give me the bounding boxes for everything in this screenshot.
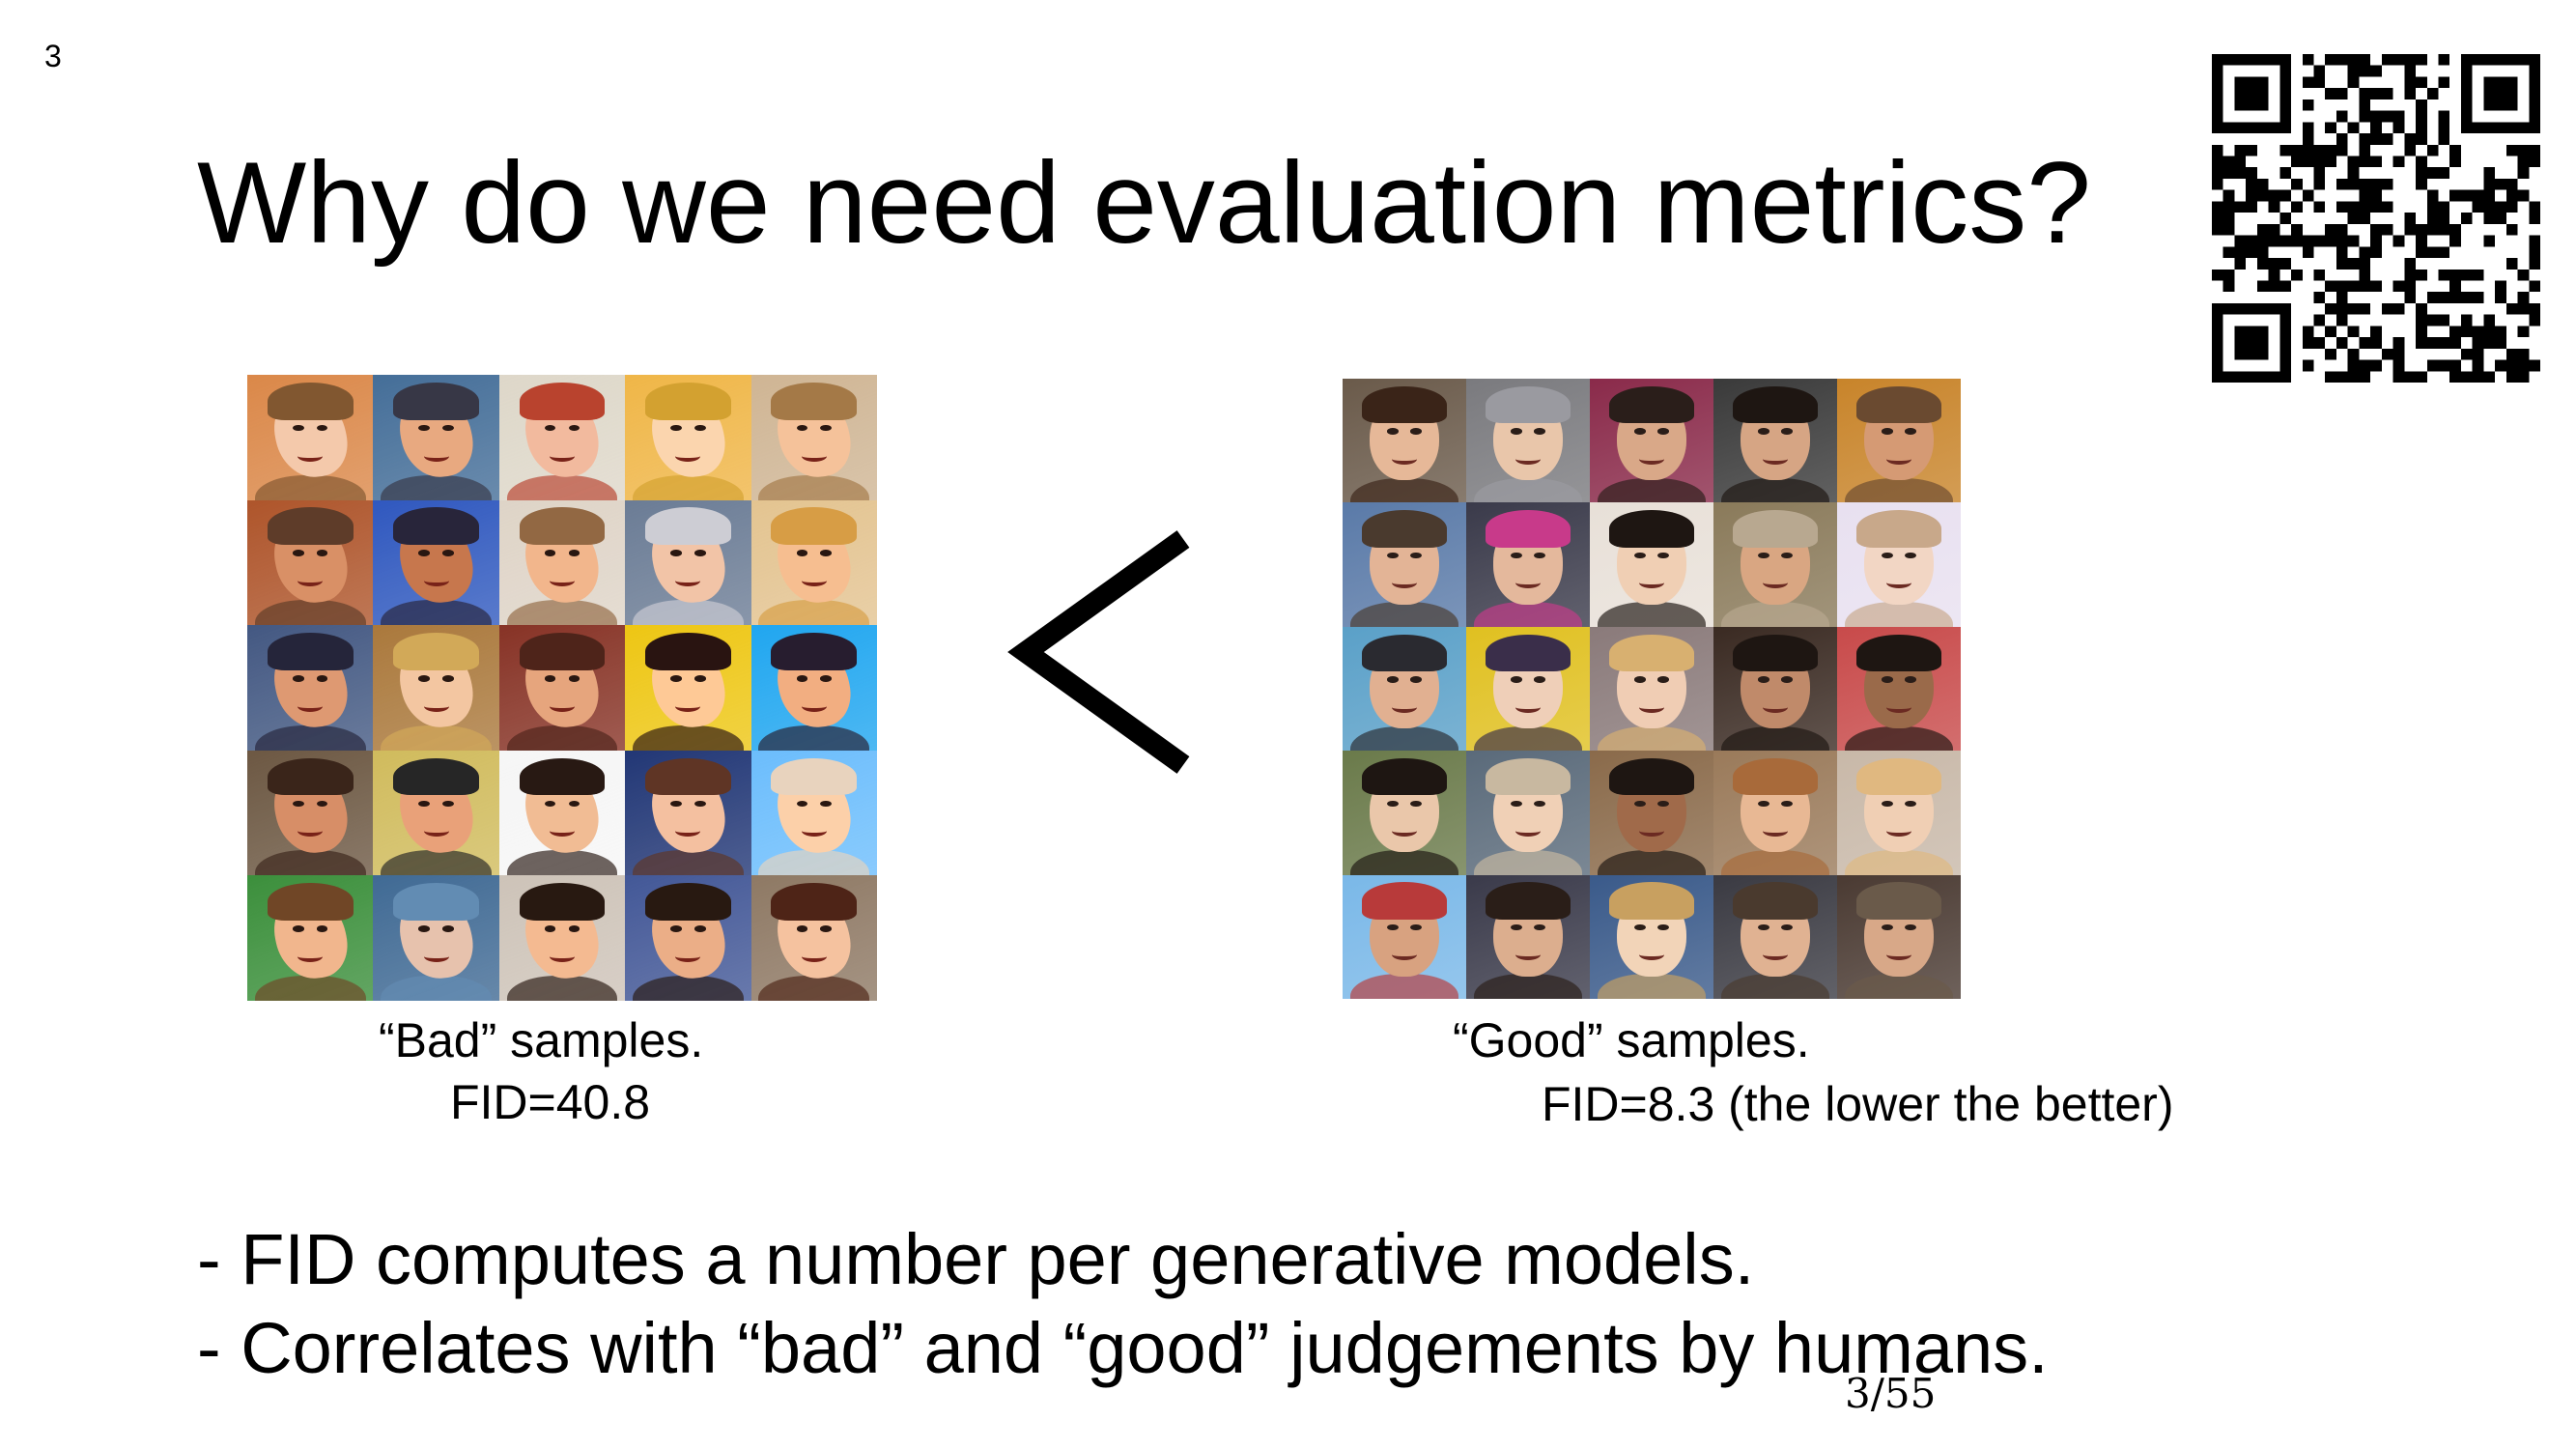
good-face-thumbnail	[1837, 502, 1961, 627]
good-face-thumbnail	[1343, 379, 1466, 503]
good-face-thumbnail	[1713, 751, 1837, 875]
good-face-thumbnail	[1343, 874, 1466, 999]
good-face-thumbnail	[1466, 379, 1590, 503]
good-face-thumbnail	[1590, 502, 1713, 627]
bad-face-thumbnail	[247, 750, 374, 876]
slide-number: 3	[44, 39, 62, 73]
bad-face-thumbnail	[498, 625, 626, 751]
good-face-thumbnail	[1343, 626, 1466, 752]
good-samples-grid	[1343, 379, 1961, 999]
good-face-thumbnail	[1343, 751, 1466, 875]
good-face-thumbnail	[1466, 626, 1590, 752]
less-than-symbol	[1005, 522, 1198, 782]
bad-samples-fid: FID=40.8	[450, 1075, 651, 1129]
bad-face-thumbnail	[750, 375, 877, 500]
bad-face-thumbnail	[373, 750, 499, 876]
bad-face-thumbnail	[625, 750, 751, 876]
good-face-thumbnail	[1590, 751, 1713, 875]
good-face-thumbnail	[1713, 874, 1837, 999]
good-face-thumbnail	[1837, 874, 1961, 999]
good-face-thumbnail	[1837, 379, 1961, 503]
bad-face-thumbnail	[247, 375, 374, 500]
bad-face-thumbnail	[750, 499, 877, 626]
good-face-thumbnail	[1837, 751, 1961, 875]
bad-face-thumbnail	[498, 499, 626, 626]
good-face-thumbnail	[1713, 502, 1837, 627]
good-face-thumbnail	[1466, 502, 1590, 627]
good-face-thumbnail	[1343, 502, 1466, 627]
bad-face-thumbnail	[247, 499, 374, 626]
bad-samples-grid	[247, 375, 877, 1001]
page-title: Why do we need evaluation metrics?	[197, 138, 2092, 268]
bullet-item: - Correlates with “bad” and “good” judge…	[197, 1308, 2049, 1388]
good-face-thumbnail	[1713, 379, 1837, 503]
bad-face-thumbnail	[247, 875, 374, 1001]
bad-face-thumbnail	[373, 625, 499, 751]
bad-face-thumbnail	[750, 625, 877, 751]
good-face-thumbnail	[1713, 626, 1837, 752]
good-face-thumbnail	[1837, 626, 1961, 752]
good-face-thumbnail	[1466, 874, 1590, 999]
bad-face-thumbnail	[625, 625, 751, 751]
page-counter: 3/55	[1845, 1370, 1937, 1417]
bullet-list: - FID computes a number per generative m…	[197, 1215, 2049, 1393]
bad-face-thumbnail	[498, 375, 626, 500]
bad-face-thumbnail	[373, 499, 499, 626]
good-face-thumbnail	[1590, 379, 1713, 503]
bad-samples-caption: “Bad” samples.	[379, 1013, 704, 1067]
bad-face-thumbnail	[247, 625, 374, 751]
bad-face-thumbnail	[498, 750, 626, 876]
good-face-thumbnail	[1590, 874, 1713, 999]
bad-face-thumbnail	[750, 875, 877, 1001]
good-face-thumbnail	[1590, 626, 1713, 752]
bad-face-thumbnail	[625, 875, 751, 1001]
bad-face-thumbnail	[498, 875, 626, 1001]
bad-face-thumbnail	[625, 375, 751, 500]
bad-face-thumbnail	[373, 375, 499, 500]
good-face-thumbnail	[1466, 751, 1590, 875]
good-samples-fid: FID=8.3 (the lower the better)	[1542, 1077, 2174, 1131]
bad-face-thumbnail	[750, 750, 877, 876]
bullet-item: - FID computes a number per generative m…	[197, 1219, 1755, 1299]
qr-code-icon	[2212, 54, 2540, 383]
bad-face-thumbnail	[373, 875, 499, 1001]
bad-face-thumbnail	[625, 499, 751, 626]
good-samples-caption: “Good” samples.	[1453, 1013, 1810, 1067]
